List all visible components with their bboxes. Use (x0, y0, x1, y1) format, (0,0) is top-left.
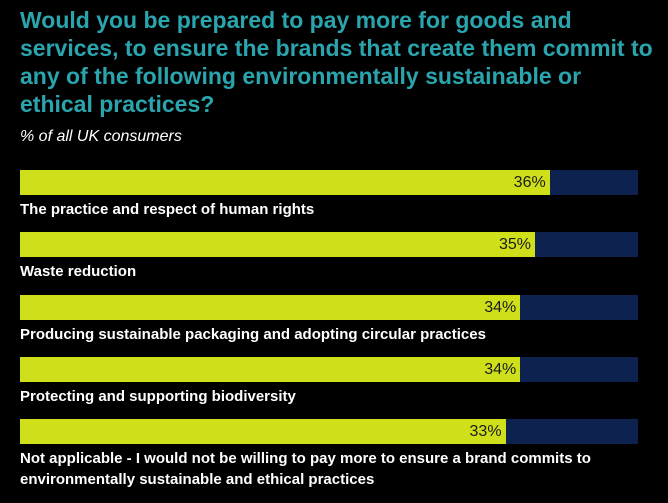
chart-subtitle: % of all UK consumers (20, 128, 182, 145)
bar-track: 36% (20, 170, 638, 195)
category-label: Waste reduction (20, 263, 137, 281)
bar-row: 34% Producing sustainable packaging and a… (20, 294, 638, 345)
bar (20, 170, 550, 195)
bar (20, 356, 521, 382)
value-label: 34% (484, 360, 517, 378)
bar (20, 419, 506, 445)
bar-track: 34% (20, 294, 638, 320)
category-label: Not applicable - I would not be willing … (20, 450, 591, 489)
bar (20, 294, 521, 320)
value-label: 35% (498, 236, 531, 254)
bar-row: 36% The practice and respect of human rig… (20, 170, 638, 220)
bar-track: 33% (20, 419, 638, 445)
bar-track: 35% (20, 232, 638, 258)
bar (20, 232, 535, 258)
value-label: 36% (513, 174, 546, 191)
bar-row: 34% Protecting and supporting biodiversit… (20, 356, 638, 407)
bar-row: 35% Waste reduction (20, 232, 638, 282)
category-label: Protecting and supporting biodiversity (20, 387, 296, 405)
category-label: Producing sustainable packaging and adop… (20, 325, 486, 343)
value-label: 33% (469, 423, 502, 441)
category-label: The practice and respect of human rights (20, 201, 315, 218)
bar-track: 34% (20, 356, 638, 382)
value-label: 34% (484, 298, 517, 316)
chart-title: Would you be prepared to pay more for go… (20, 7, 653, 117)
bar-row: 33% Not applicable - I would not be willi… (20, 419, 638, 490)
